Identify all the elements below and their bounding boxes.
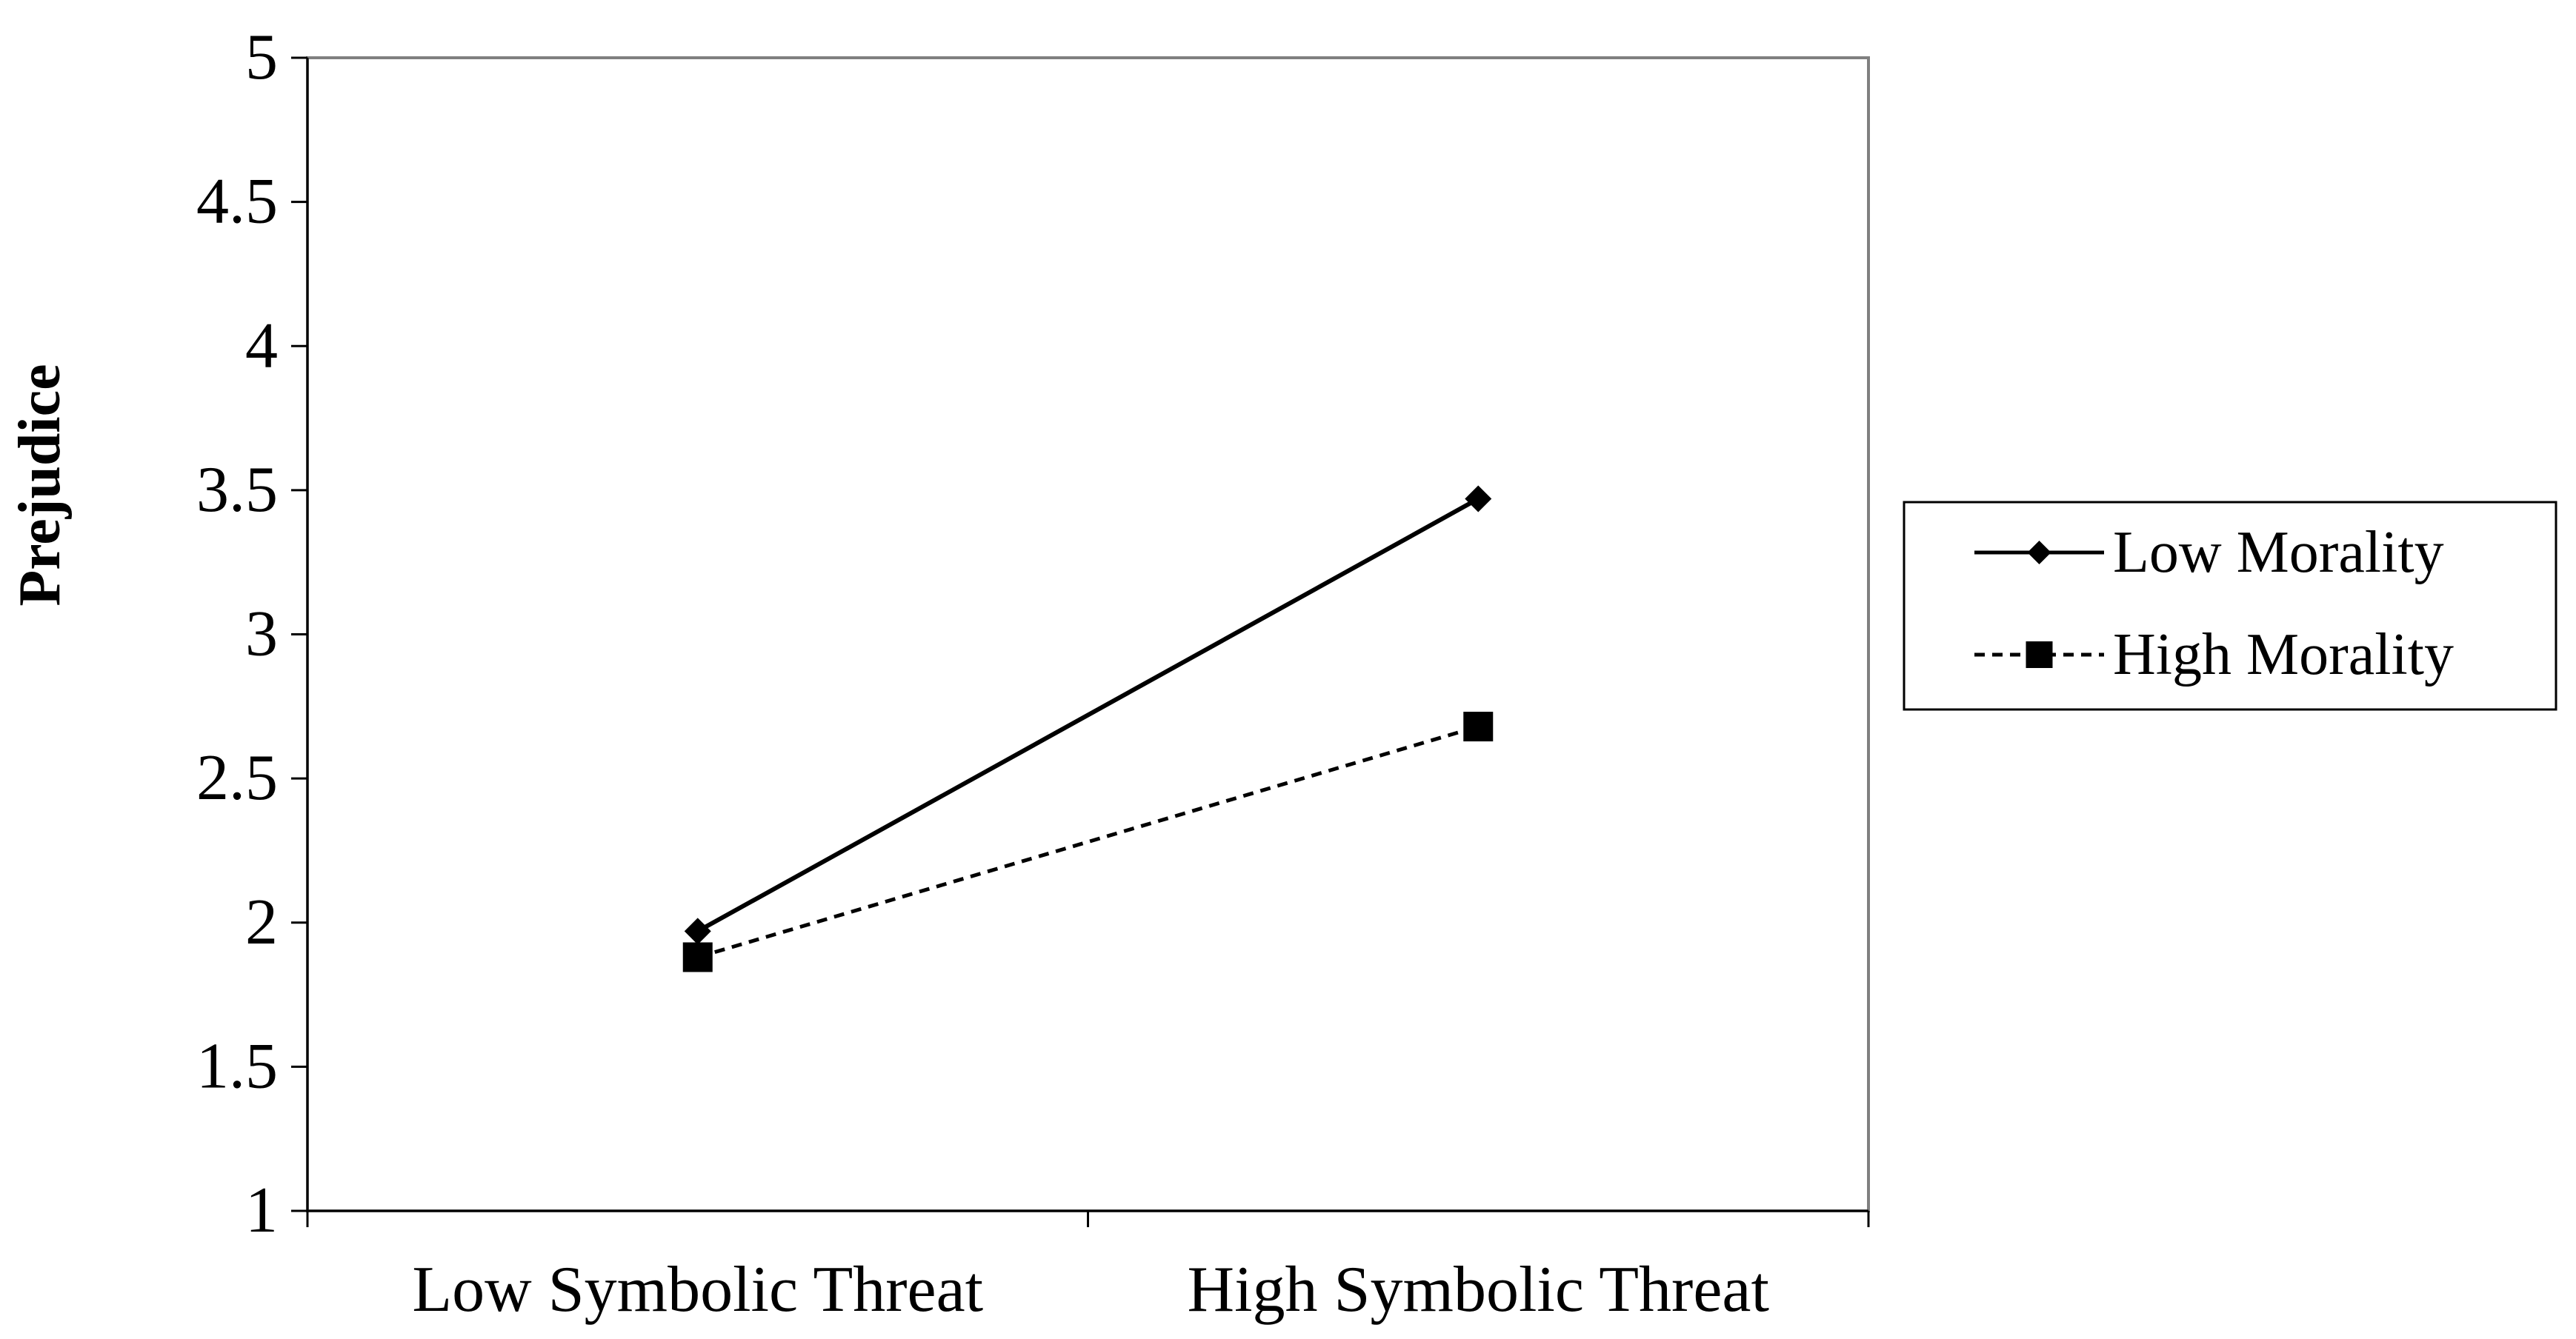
y-tick-label: 2 [245, 886, 278, 958]
y-tick-label: 3.5 [196, 454, 278, 526]
diamond-marker [1465, 485, 1492, 512]
legend: Low Morality High Morality [1903, 501, 2557, 711]
legend-label: Low Morality [2113, 520, 2444, 585]
y-axis-title: Prejudice [7, 364, 73, 606]
y-tick-label: 5 [245, 21, 278, 93]
y-tick-label: 4.5 [196, 166, 278, 238]
y-tick-label: 1.5 [196, 1030, 278, 1102]
legend-box [1903, 501, 2557, 711]
y-tick-label: 4 [245, 310, 278, 381]
x-axis: Low Symbolic Threat High Symbolic Threat [306, 1209, 1870, 1326]
legend-label: High Morality [2113, 622, 2454, 687]
x-tick-label: High Symbolic Threat [1188, 1254, 1769, 1326]
legend-marker [2027, 541, 2051, 564]
series-line [696, 496, 1480, 934]
y-tick-label: 1 [245, 1175, 278, 1246]
series-line [697, 724, 1479, 959]
y-tick-label: 2.5 [196, 742, 278, 814]
y-tick-label: 3 [245, 598, 278, 670]
series-high-morality [682, 712, 1494, 972]
series-low-morality [684, 485, 1492, 945]
legend-marker [2026, 641, 2053, 668]
square-marker [1463, 712, 1494, 742]
x-tick-label: Low Symbolic Threat [412, 1254, 983, 1326]
series-layer [682, 485, 1494, 972]
y-axis: 1 1.5 2 2.5 3 3.5 4 4.5 5 [196, 21, 309, 1246]
diamond-marker [684, 918, 711, 945]
square-marker [682, 942, 713, 972]
